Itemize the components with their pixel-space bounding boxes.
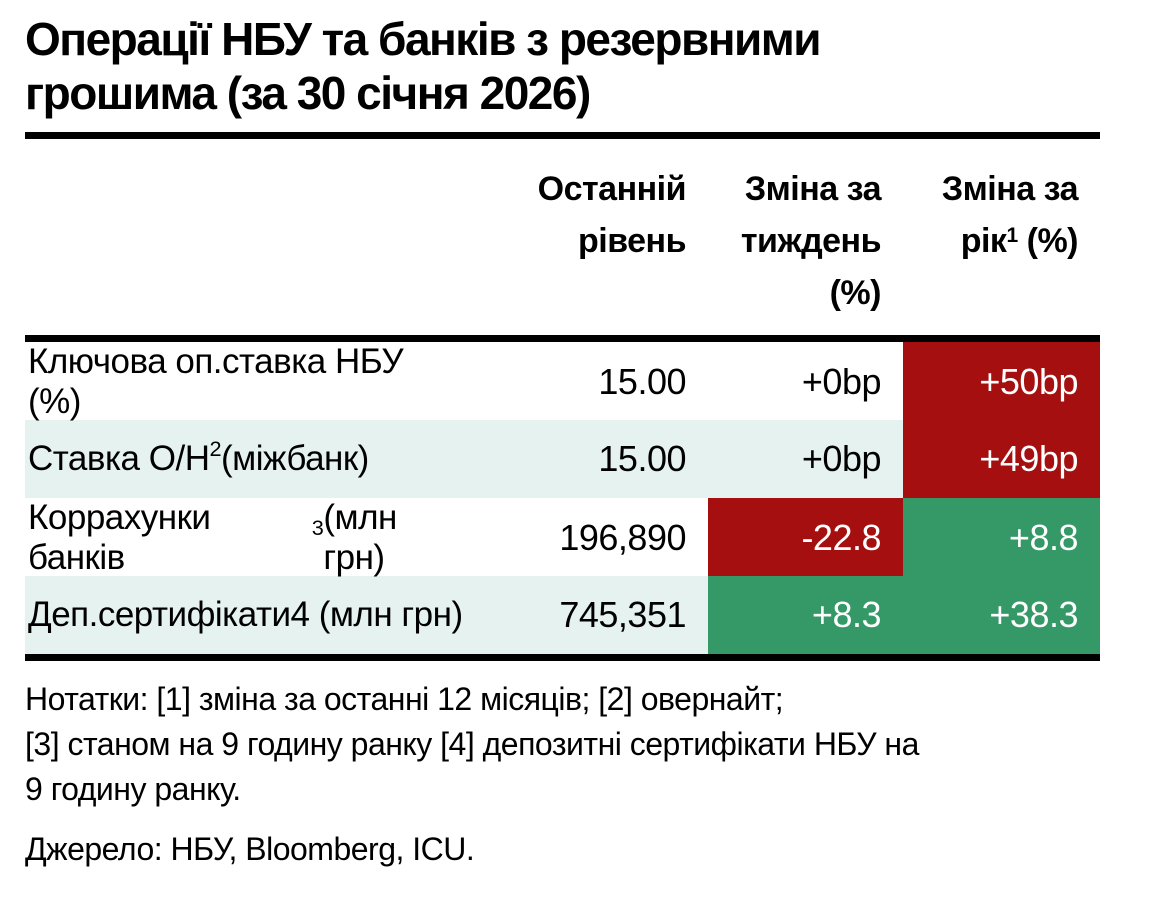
- footnote-line-1: Нотатки: [1] зміна за останні 12 місяців…: [25, 680, 784, 717]
- level-cell: 15.00: [465, 420, 708, 498]
- year-change-value: +8.8: [1008, 516, 1079, 558]
- year-change-cell: +38.3: [903, 575, 1100, 654]
- table-bottom-rule: [25, 653, 1100, 661]
- footnote-line-2: [3] станом на 9 годину ранку [4] депозит…: [25, 725, 919, 762]
- week-change-value: +0bp: [801, 437, 882, 479]
- table-row-deposit-certificates: Деп.сертифікати4 (млн грн) 745,351 +8.3 …: [25, 575, 1100, 654]
- row-label-text: Ставка O/H: [28, 438, 210, 478]
- row-label-text: Коррахунки банків: [28, 497, 211, 577]
- title-divider-rule: [25, 131, 1100, 139]
- level-value: 196,890: [559, 516, 686, 558]
- title-line-2: грошима (за 30 січня 2026): [25, 67, 591, 120]
- week-change-cell: -22.8: [708, 497, 903, 578]
- year-change-cell: +8.8: [903, 497, 1100, 578]
- level-value: 15.00: [598, 437, 686, 479]
- header-year-label: рік: [960, 221, 1007, 260]
- year-change-value: +50bp: [979, 360, 1078, 402]
- level-cell: 745,351: [465, 576, 708, 654]
- week-change-cell: +0bp: [708, 420, 903, 498]
- year-change-value: +38.3: [989, 593, 1078, 635]
- header-year-line2: рік1 (%): [960, 221, 1079, 260]
- header-year-column: Зміна за рік1 (%): [903, 163, 1100, 319]
- footnote-line-3: 9 годину ранку.: [25, 770, 241, 807]
- source-line: Джерело: НБУ, Bloomberg, ICU.: [25, 830, 475, 867]
- year-change-value: +49bp: [979, 437, 1078, 479]
- table-row-corr-accounts: Коррахунки банків 3 (млн грн) 196,890 -22…: [25, 497, 1100, 578]
- week-change-value: -22.8: [801, 516, 881, 558]
- table-row-overnight-rate: Ставка O/H 2 (міжбанк) 15.00 +0bp +49bp: [25, 419, 1100, 498]
- header-level-column: Останній рівень: [465, 163, 708, 319]
- row-label: Деп.сертифікати4 (млн грн): [25, 576, 465, 654]
- header-level-line2: рівень: [577, 221, 687, 260]
- year-change-cell: +50bp: [903, 341, 1100, 422]
- header-level-line1: Останній: [537, 169, 687, 208]
- week-change-value: +0bp: [801, 360, 882, 402]
- header-week-line2: тиждень: [740, 221, 882, 260]
- week-change-cell: +0bp: [708, 342, 903, 422]
- table-row-key-rate: Ключова оп.ставка НБУ (%) 15.00 +0bp +50…: [25, 341, 1100, 422]
- title-line-1: Операції НБУ та банків з резервними: [25, 13, 822, 65]
- row-label-text: Ключова оп.ставка НБУ (%): [28, 341, 404, 421]
- level-value: 745,351: [559, 593, 686, 635]
- header-week-column: Зміна за тиждень (%): [708, 163, 903, 319]
- table-header: Останній рівень Зміна за тиждень (%) Змі…: [25, 139, 1100, 335]
- level-cell: 15.00: [465, 342, 708, 422]
- header-rowlabel-column: [25, 163, 465, 319]
- header-year-unit: (%): [1017, 221, 1079, 260]
- page-title: Операції НБУ та банків з резервними грош…: [25, 0, 1100, 121]
- header-year-line1: Зміна за: [941, 169, 1079, 208]
- header-week-line1: Зміна за: [744, 169, 882, 208]
- row-label: Ставка O/H 2 (міжбанк): [28, 435, 369, 478]
- table-top-rule: [25, 334, 1100, 342]
- week-change-value: +8.3: [811, 593, 882, 635]
- row-label: Коррахунки банків 3 (млн грн): [25, 498, 465, 578]
- row-label: Ключова оп.ставка НБУ (%): [25, 342, 465, 422]
- header-week-line3: (%): [829, 273, 882, 312]
- level-cell: 196,890: [465, 498, 708, 578]
- row-label-suffix: (міжбанк): [221, 438, 369, 478]
- year-change-cell: +49bp: [903, 419, 1100, 498]
- week-change-cell: +8.3: [708, 575, 903, 654]
- row-label-text: Деп.сертифікати4 (млн грн): [28, 594, 463, 634]
- footnote-ref-1: 1: [1006, 224, 1018, 248]
- level-value: 15.00: [598, 360, 686, 402]
- report-content: Операції НБУ та банків з резервними грош…: [25, 0, 1100, 868]
- row-label-suffix: (млн грн): [323, 497, 397, 577]
- footnotes: Нотатки: [1] зміна за останні 12 місяців…: [25, 677, 1100, 812]
